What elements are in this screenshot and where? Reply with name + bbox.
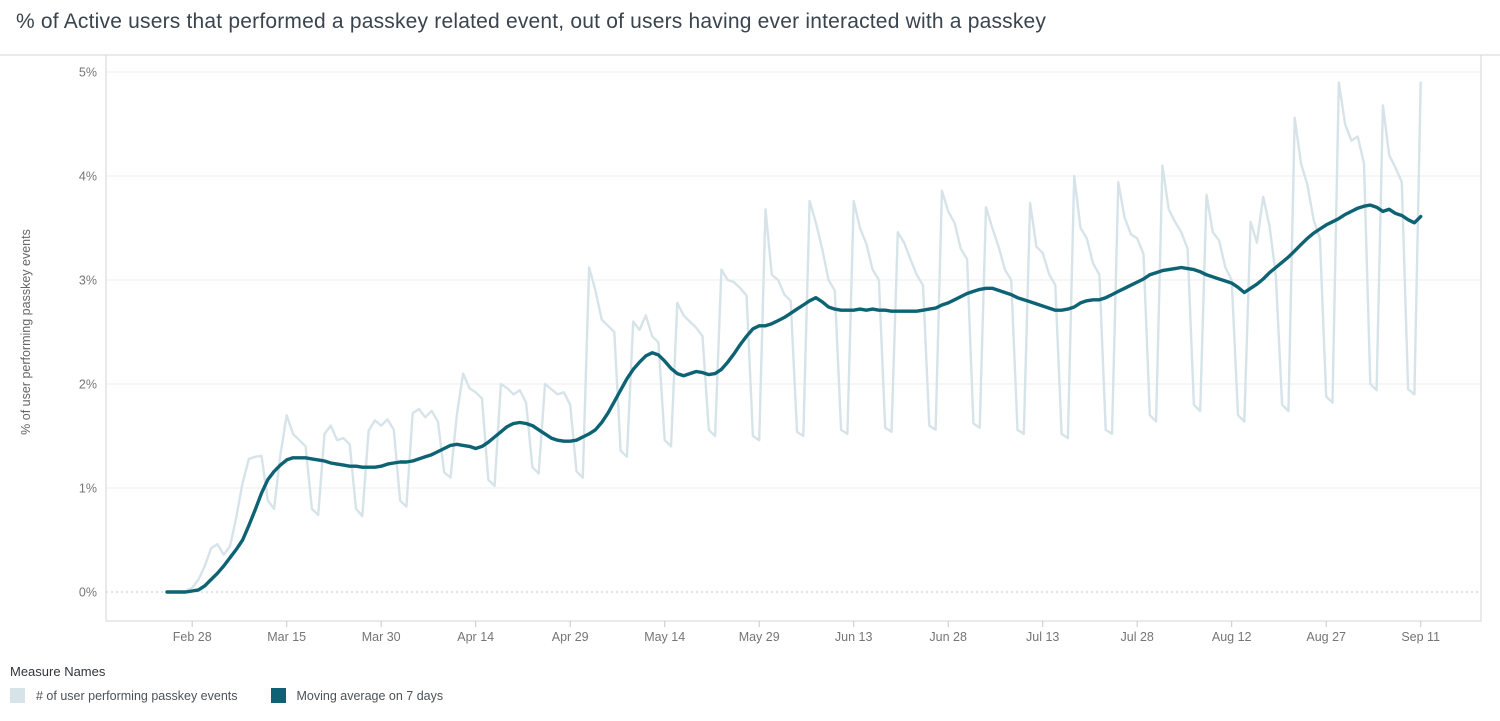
legend-label-daily-series: # of user performing passkey events	[36, 688, 238, 703]
x-tick-label-Aug-12: Aug 12	[1212, 630, 1252, 644]
daily-series-line[interactable]	[165, 81, 1422, 594]
x-tick-label-Jul-13: Jul 13	[1026, 630, 1059, 644]
y-tick-label-0%: 0%	[79, 586, 97, 600]
x-tick-label-Apr-29: Apr 29	[552, 630, 589, 644]
x-tick-label-Mar-15: Mar 15	[267, 630, 306, 644]
x-tick-label-Aug-27: Aug 27	[1306, 630, 1346, 644]
legend-title: Measure Names	[10, 664, 106, 679]
legend-item-moving-average[interactable]: Moving average on 7 days	[270, 688, 444, 703]
x-tick-label-May-29: May 29	[739, 630, 780, 644]
legend-swatch-moving-average[interactable]	[270, 688, 286, 703]
x-tick-label-May-14: May 14	[644, 630, 685, 644]
x-tick-label-Feb-28: Feb 28	[173, 630, 212, 644]
y-tick-label-4%: 4%	[79, 170, 97, 184]
legend-item-daily-series[interactable]: # of user performing passkey events	[10, 688, 238, 703]
legend-items: # of user performing passkey events Movi…	[10, 688, 443, 703]
x-tick-label-Sep-11: Sep 11	[1401, 630, 1440, 644]
y-tick-label-2%: 2%	[79, 378, 97, 392]
legend-swatch-daily-series[interactable]	[10, 688, 25, 703]
moving-average-line[interactable]	[165, 203, 1423, 594]
y-tick-label-1%: 1%	[79, 482, 97, 496]
plot-border	[105, 54, 1482, 622]
x-tick-label-Jun-13: Jun 13	[835, 630, 873, 644]
x-tick-label-Jul-28: Jul 28	[1121, 630, 1154, 644]
y-tick-label-3%: 3%	[79, 274, 97, 288]
y-axis-title: % of user performing passkey events	[19, 229, 33, 435]
legend-label-moving-average: Moving average on 7 days	[296, 688, 444, 703]
x-tick-label-Mar-30: Mar 30	[362, 630, 401, 644]
x-tick-label-Apr-14: Apr 14	[457, 630, 494, 644]
legend: Measure Names # of user performing passk…	[10, 664, 443, 703]
y-tick-label-5%: 5%	[79, 66, 97, 80]
x-tick-label-Jun-28: Jun 28	[929, 630, 967, 644]
chart-title: % of Active users that performed a passk…	[16, 10, 1047, 33]
